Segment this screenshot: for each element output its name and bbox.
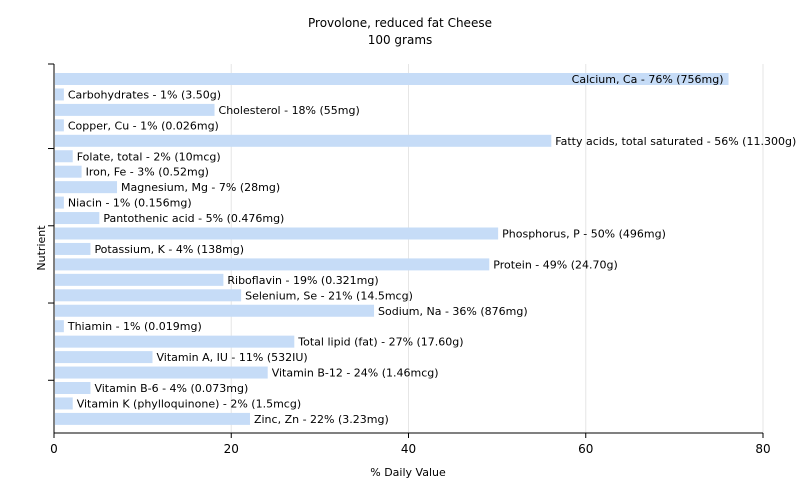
bar-2: [55, 103, 215, 116]
bar-label-6: Iron, Fe - 3% (0.52mg): [86, 166, 209, 179]
bar-17: [55, 335, 295, 348]
bar-22: [55, 412, 250, 425]
bar-20: [55, 382, 91, 394]
bar-label-4: Fatty acids, total saturated - 56% (11.3…: [555, 135, 796, 148]
bar-label-20: Vitamin B-6 - 4% (0.073mg): [94, 382, 248, 395]
bar-label-9: Pantothenic acid - 5% (0.476mg): [103, 212, 284, 225]
y-axis-title: Nutrient: [35, 225, 48, 271]
axes: 0 20 40 60 80: [48, 63, 771, 456]
bar-label-3: Copper, Cu - 1% (0.026mg): [68, 119, 219, 132]
x-tick-label-3: 60: [578, 442, 593, 456]
bar-3: [55, 119, 64, 132]
bar-label-21: Vitamin K (phylloquinone) - 2% (1.5mcg): [77, 397, 301, 410]
x-tick-label-4: 80: [755, 442, 770, 456]
bar-label-5: Folate, total - 2% (10mcg): [77, 150, 221, 163]
bar-label-10: Phosphorus, P - 50% (496mg): [502, 228, 666, 241]
bar-21: [55, 397, 73, 410]
x-tick-label-1: 20: [224, 442, 239, 456]
bar-14: [55, 289, 242, 302]
bar-label-2: Cholesterol - 18% (55mg): [219, 104, 360, 117]
bar-label-16: Thiamin - 1% (0.019mg): [67, 320, 202, 333]
bar-10: [55, 227, 499, 240]
bar-11: [55, 242, 91, 255]
x-tick-label-2: 40: [401, 442, 416, 456]
bar-6: [55, 165, 82, 178]
bar-label-15: Sodium, Na - 36% (876mg): [378, 305, 528, 318]
bar-18: [55, 351, 153, 364]
x-tick-label-0: 0: [50, 442, 58, 456]
chart-subtitle: 100 grams: [368, 33, 433, 47]
bar-label-13: Riboflavin - 19% (0.321mg): [227, 274, 378, 287]
bar-label-0: Calcium, Ca - 76% (756mg): [572, 73, 724, 86]
bar-12: [55, 258, 490, 271]
bar-label-19: Vitamin B-12 - 24% (1.46mcg): [272, 367, 439, 380]
bar-label-14: Selenium, Se - 21% (14.5mcg): [245, 289, 413, 302]
bar-1: [55, 88, 64, 101]
bar-4: [55, 134, 552, 147]
bar-0: [55, 73, 729, 85]
bar-19: [55, 366, 268, 379]
bar-9: [55, 212, 100, 225]
bar-15: [55, 304, 375, 317]
x-axis-title: % Daily Value: [370, 466, 446, 479]
bar-7: [55, 181, 118, 194]
bar-label-7: Magnesium, Mg - 7% (28mg): [121, 181, 280, 194]
chart-title: Provolone, reduced fat Cheese: [308, 16, 492, 30]
bar-8: [55, 196, 64, 209]
bar-label-22: Zinc, Zn - 22% (3.23mg): [254, 413, 389, 426]
bar-label-11: Potassium, K - 4% (138mg): [94, 243, 244, 256]
bar-5: [55, 150, 73, 163]
bar-16: [55, 320, 64, 333]
bar-label-1: Carbohydrates - 1% (3.50g): [68, 88, 221, 101]
bar-13: [55, 273, 224, 286]
bar-label-12: Protein - 49% (24.70g): [493, 258, 618, 271]
bar-label-18: Vitamin A, IU - 11% (532IU): [156, 351, 307, 364]
bar-label-8: Niacin - 1% (0.156mg): [68, 197, 192, 210]
bars: Calcium, Ca - 76% (756mg) Carbohydrates -…: [55, 73, 796, 426]
bar-label-17: Total lipid (fat) - 27% (17.60g): [297, 336, 463, 349]
